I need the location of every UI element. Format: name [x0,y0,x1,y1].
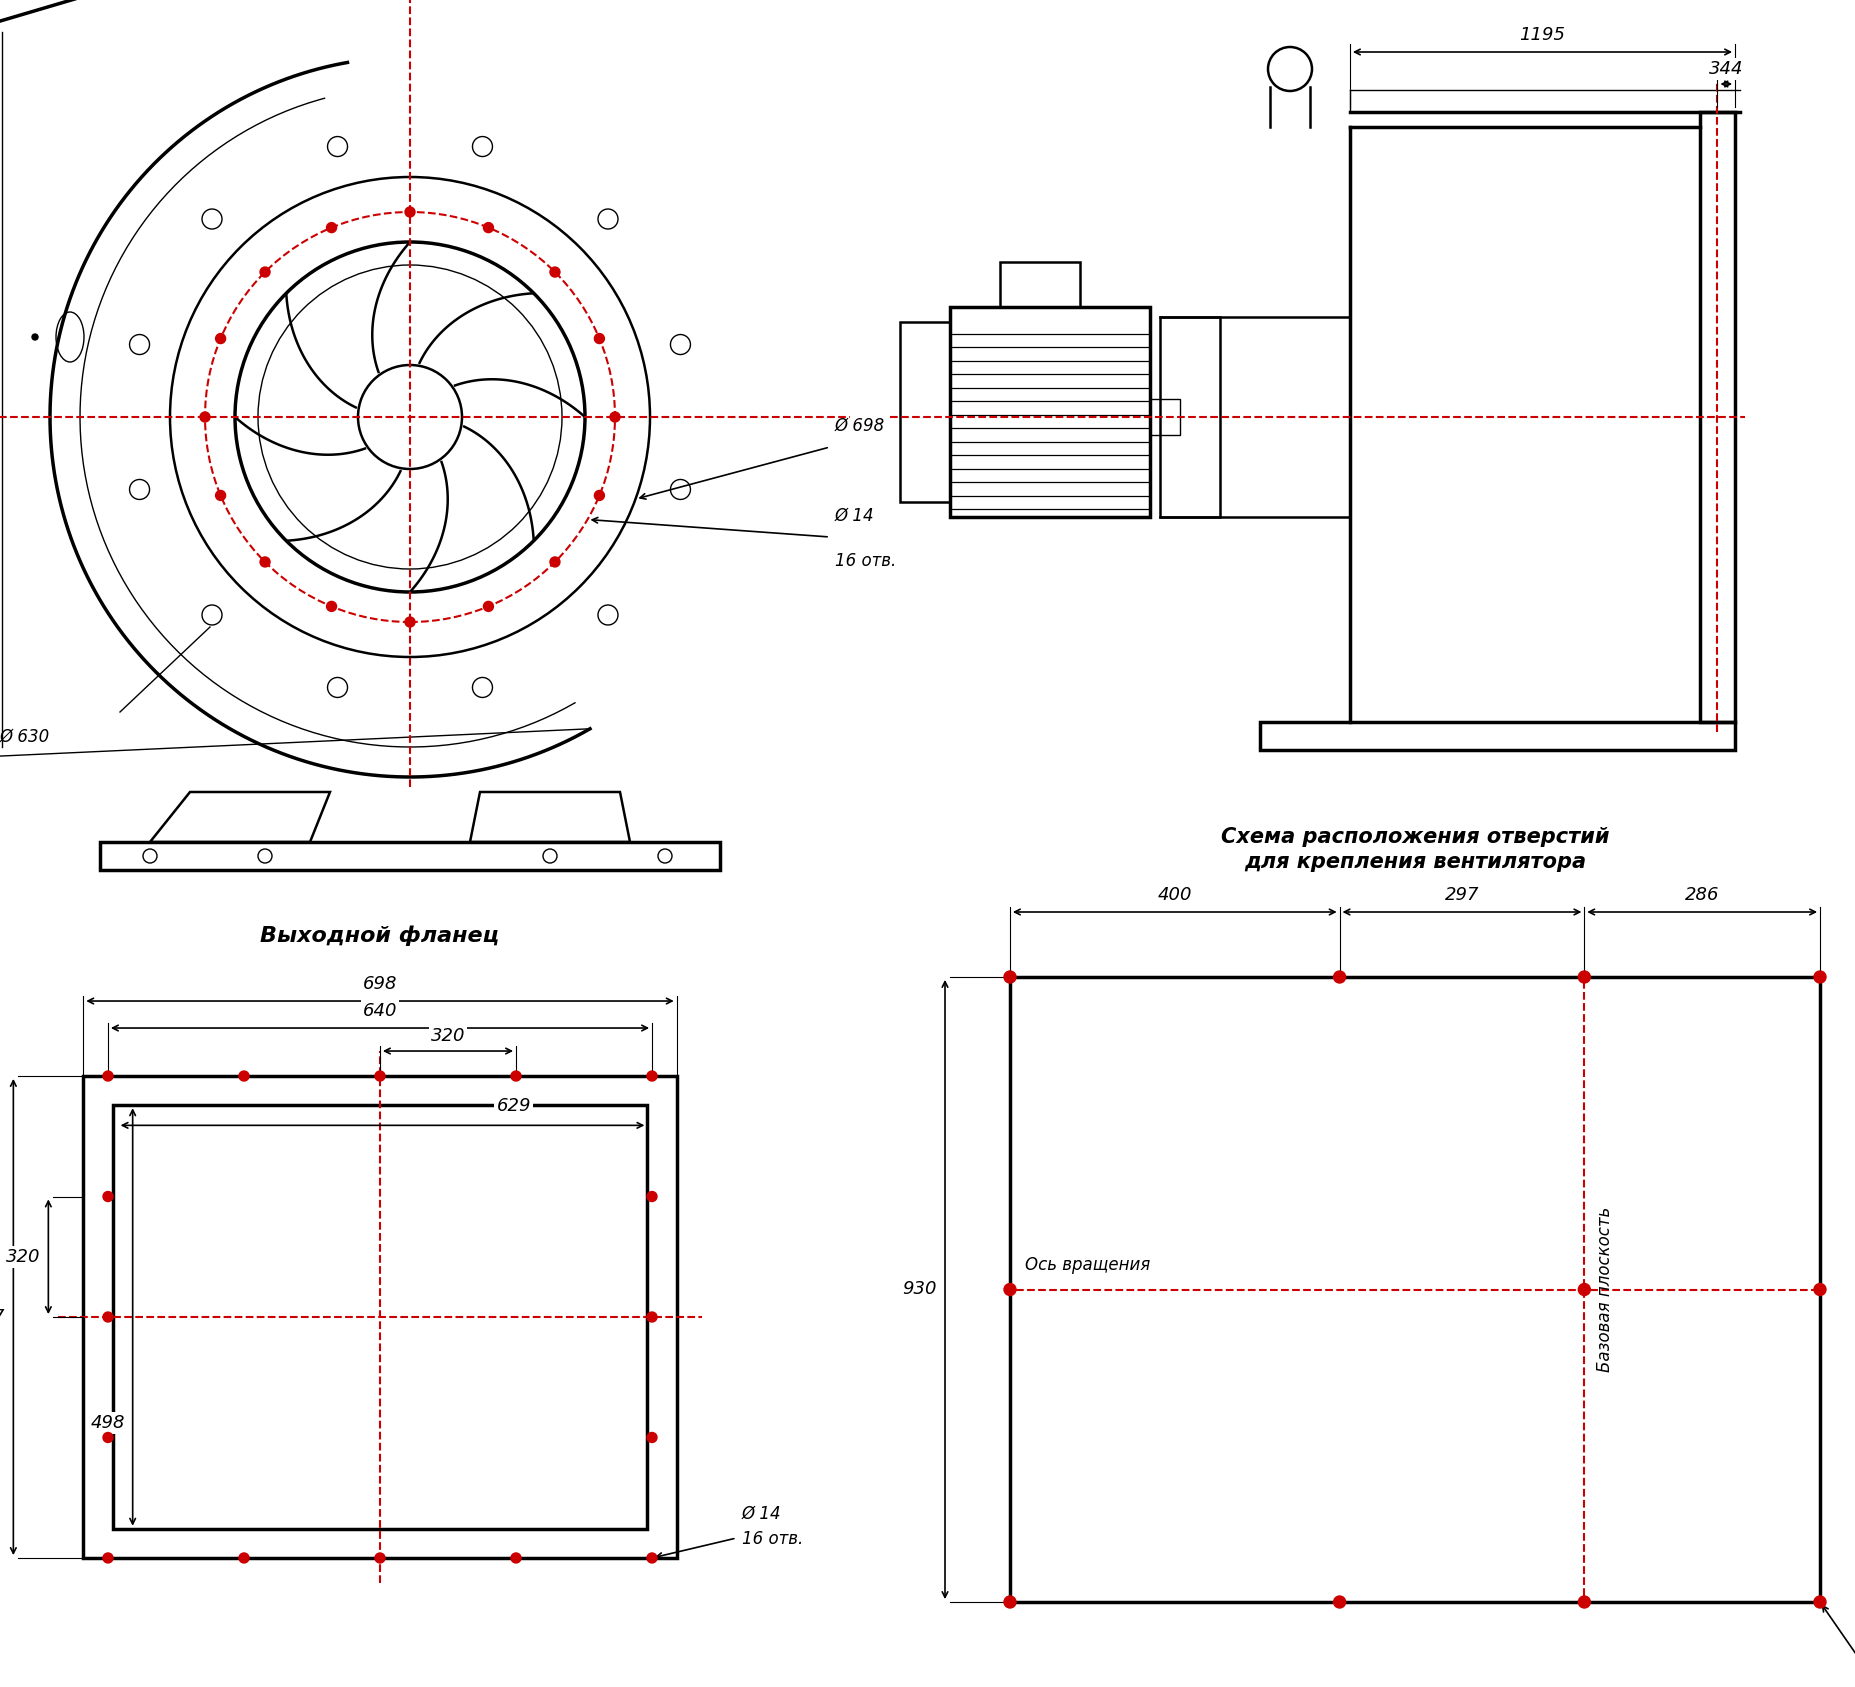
Bar [1150,400,1180,435]
Circle shape [326,601,336,611]
Circle shape [375,1554,384,1562]
Text: 400: 400 [1158,886,1191,904]
Text: 320: 320 [6,1248,41,1265]
Circle shape [594,334,605,344]
Text: Ø 698: Ø 698 [835,417,885,435]
Text: 1195: 1195 [1519,25,1564,44]
Text: Базовая плоскость: Базовая плоскость [1595,1206,1614,1372]
Circle shape [32,334,37,341]
Bar [1000,261,1080,307]
Text: Выходной фланец: Выходной фланец [260,926,499,946]
Circle shape [215,334,226,344]
Text: 286: 286 [1684,886,1718,904]
Text: 640: 640 [362,1002,397,1021]
Bar [1159,317,1219,516]
Circle shape [1812,972,1825,984]
Circle shape [482,601,493,611]
Circle shape [1812,1284,1825,1296]
Circle shape [647,1191,657,1201]
Circle shape [610,412,620,422]
Circle shape [1577,972,1590,984]
Text: 629: 629 [495,1097,531,1115]
Bar [1699,111,1734,722]
Circle shape [404,208,416,218]
Circle shape [260,557,269,567]
Bar [950,307,1150,516]
Circle shape [239,1071,249,1081]
Text: Ось вращения: Ось вращения [1024,1257,1150,1274]
Circle shape [647,1312,657,1323]
Circle shape [510,1554,521,1562]
Circle shape [326,223,336,233]
Text: для крепления вентилятора: для крепления вентилятора [1243,852,1586,872]
Text: Ø 14: Ø 14 [742,1505,781,1523]
Text: Схема расположения отверстий: Схема расположения отверстий [1221,827,1608,847]
Circle shape [1577,1596,1590,1608]
Circle shape [375,1071,384,1081]
Circle shape [549,267,560,277]
Circle shape [1334,1596,1345,1608]
Text: 698: 698 [362,975,397,994]
Circle shape [102,1071,113,1081]
Text: 344: 344 [1708,61,1742,78]
Circle shape [102,1312,113,1323]
Circle shape [102,1191,113,1201]
Circle shape [215,491,226,501]
Circle shape [1004,972,1015,984]
Circle shape [102,1554,113,1562]
Text: 16 отв.: 16 отв. [742,1530,803,1549]
Bar [1009,977,1820,1603]
Circle shape [549,557,560,567]
Circle shape [594,491,605,501]
Circle shape [1577,1284,1590,1296]
Circle shape [239,1554,249,1562]
Text: Ø 630: Ø 630 [0,729,50,746]
Bar [83,1076,677,1559]
Circle shape [260,267,269,277]
Text: 16 отв.: 16 отв. [835,552,896,570]
Circle shape [647,1071,657,1081]
Circle shape [647,1554,657,1562]
Circle shape [1812,1596,1825,1608]
Bar [100,842,720,870]
Circle shape [510,1071,521,1081]
Text: 498: 498 [91,1414,124,1432]
Circle shape [1334,972,1345,984]
Text: 567: 567 [0,1307,6,1326]
Circle shape [647,1432,657,1442]
Circle shape [1004,1284,1015,1296]
Text: 320: 320 [430,1027,466,1044]
Bar [113,1105,647,1528]
Circle shape [404,617,416,628]
Circle shape [200,412,210,422]
Text: Ø 14: Ø 14 [835,508,874,525]
Circle shape [482,223,493,233]
Circle shape [1004,1596,1015,1608]
Bar [1260,722,1734,751]
Bar [900,322,950,503]
Text: 930: 930 [902,1280,937,1299]
Circle shape [102,1432,113,1442]
Text: 297: 297 [1443,886,1478,904]
